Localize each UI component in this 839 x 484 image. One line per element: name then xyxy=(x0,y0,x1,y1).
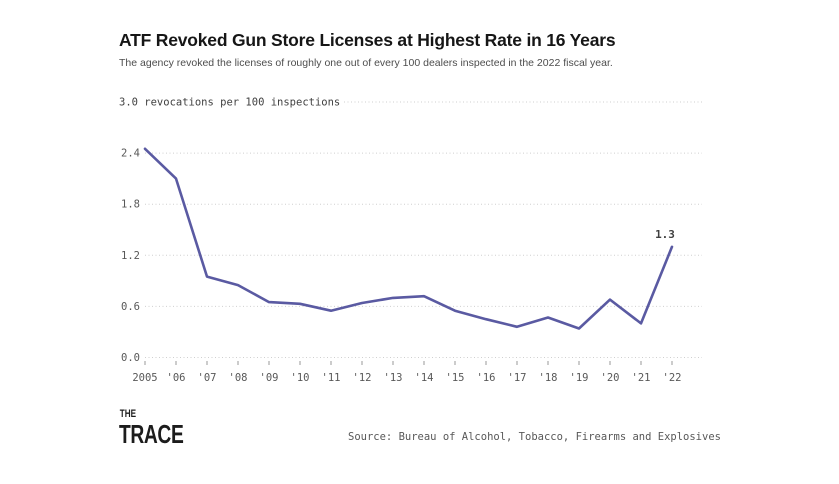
end-point-label: 1.3 xyxy=(655,228,675,241)
x-tick-label: '21 xyxy=(632,372,651,384)
y-tick-label: 1.8 xyxy=(121,199,140,211)
logo-word-trace: TRACE xyxy=(119,419,184,449)
y-tick-label: 0.6 xyxy=(121,301,140,313)
x-tick-label: '06 xyxy=(167,372,186,384)
x-tick-label: 2005 xyxy=(132,372,157,384)
revocation-rate-line xyxy=(143,147,674,330)
x-tick-label: '13 xyxy=(384,372,403,384)
y-tick-label: 2.4 xyxy=(121,148,140,160)
x-tick-label: '10 xyxy=(291,372,310,384)
chart-subtitle: The agency revoked the licenses of rough… xyxy=(119,57,613,69)
y-tick-label: 1.2 xyxy=(121,250,140,262)
source-credit: Source: Bureau of Alcohol, Tobacco, Fire… xyxy=(348,431,721,443)
x-tick-label: '12 xyxy=(353,372,372,384)
the-trace-logo: THE TRACE xyxy=(119,408,184,449)
x-tick-label: '15 xyxy=(446,372,465,384)
x-tick-label: '14 xyxy=(415,372,434,384)
logo-word-the: THE xyxy=(119,408,137,420)
y-tick-label: 0.0 xyxy=(121,352,140,364)
x-tick-label: '19 xyxy=(570,372,589,384)
x-tick-label: '22 xyxy=(663,372,682,384)
chart-title: ATF Revoked Gun Store Licenses at Highes… xyxy=(119,30,616,50)
x-tick-label: '18 xyxy=(539,372,558,384)
x-tick-label: '11 xyxy=(322,372,341,384)
x-tick-label: '07 xyxy=(198,372,217,384)
y-axis-unit-label: 3.0 revocations per 100 inspections xyxy=(119,97,340,109)
x-tick-label: '16 xyxy=(477,372,496,384)
x-tick-label: '17 xyxy=(508,372,527,384)
x-tick-label: '08 xyxy=(229,372,248,384)
x-tick-label: '20 xyxy=(601,372,620,384)
x-tick-label: '09 xyxy=(260,372,279,384)
